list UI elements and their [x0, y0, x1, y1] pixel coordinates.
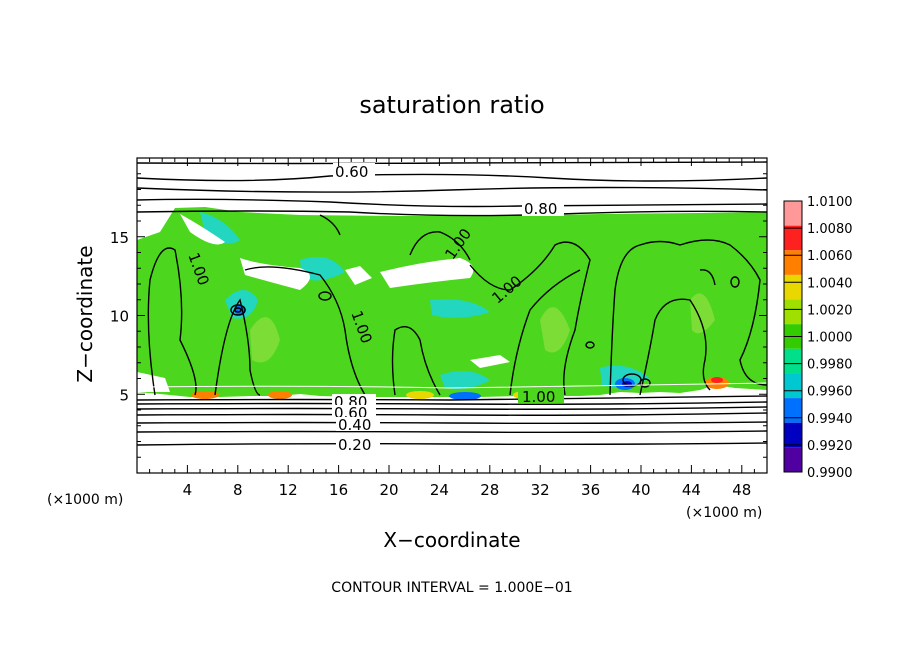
dry-gap	[240, 258, 310, 290]
contour-line	[244, 266, 366, 396]
contour-line	[230, 304, 246, 316]
contour-line	[137, 210, 767, 217]
x-axis-label: X−coordinate	[383, 528, 520, 552]
contour-label: 0.20	[338, 436, 371, 454]
x-tick-label: 44	[682, 481, 701, 499]
contour-label: 0.40	[338, 416, 371, 434]
y-axis: 5 10 15	[110, 173, 767, 458]
colorbar-swatch	[784, 373, 802, 399]
contour-line	[137, 186, 767, 193]
y-tick-label: 5	[119, 386, 129, 404]
contour-line	[730, 276, 740, 288]
cold-spot	[449, 392, 481, 400]
colorbar-swatch	[784, 398, 802, 423]
cyan-patch	[440, 371, 490, 389]
contour-line	[137, 395, 767, 401]
contour-line	[609, 239, 767, 396]
light-streak	[690, 293, 715, 334]
contour-line	[137, 421, 767, 425]
x-unit-left: (×1000 m)	[47, 492, 123, 508]
cyan-patch	[300, 256, 345, 281]
contour-line	[137, 406, 767, 410]
contour-line	[137, 442, 767, 446]
light-streak	[540, 307, 570, 353]
contour-line	[409, 231, 471, 261]
cyan-patch	[430, 299, 490, 318]
dry-gap	[180, 214, 225, 245]
light-streak	[250, 317, 280, 363]
contour-line	[137, 198, 767, 208]
colorbar-swatch	[784, 447, 802, 472]
x-axis: 4 8 12 16 20 24 28 32 36 40 44 48	[149, 158, 755, 499]
y-tick-label: 15	[110, 229, 129, 247]
contour-line	[234, 307, 242, 313]
colorbar-label: 0.9900	[807, 466, 853, 481]
colorbar-swatch	[784, 299, 802, 325]
chart-title: saturation ratio	[359, 91, 544, 119]
contour-line	[147, 247, 197, 396]
colorbar-label: 1.0020	[807, 303, 853, 318]
contour-line	[137, 401, 767, 405]
hot-spot	[191, 391, 219, 399]
colorbar-label: 0.9980	[807, 358, 853, 373]
contour-line	[699, 269, 716, 286]
x-tick-label: 4	[183, 481, 193, 499]
contour-label: 0.60	[335, 163, 368, 181]
colorbar-label: 0.9940	[807, 412, 853, 427]
contour-line	[639, 378, 651, 388]
hot-spot	[406, 391, 434, 399]
hot-spot	[268, 391, 292, 399]
contour-line	[469, 241, 591, 396]
y-tick-label: 10	[110, 308, 129, 326]
plot-area	[137, 161, 767, 446]
x-tick-label: 24	[430, 481, 449, 499]
colorbar-swatch	[784, 348, 802, 374]
hot-spot	[711, 377, 723, 383]
x-tick-label: 32	[531, 481, 550, 499]
contour-line	[137, 173, 767, 182]
y-axis-label: Z−coordinate	[73, 245, 97, 382]
x-tick-label: 12	[279, 481, 298, 499]
colorbar-label: 1.0100	[807, 195, 853, 210]
contour-line	[214, 298, 261, 396]
contour-label: 1.00	[522, 388, 555, 406]
contour-line	[318, 291, 332, 301]
x-tick-label: 48	[732, 481, 751, 499]
contour-line	[509, 269, 581, 396]
colorbar-label: 0.9960	[807, 385, 853, 400]
x-tick-label: 8	[233, 481, 243, 499]
colorbar-swatch	[784, 201, 802, 226]
edge-trace	[137, 382, 767, 389]
colorbar-swatch	[784, 274, 802, 300]
colorbar-label: 1.0000	[807, 331, 853, 346]
contour-line	[639, 298, 711, 396]
colorbar-label: 1.0060	[807, 249, 853, 264]
x-tick-label: 36	[581, 481, 600, 499]
contour-line	[319, 214, 341, 236]
colorbar-swatch	[784, 422, 802, 448]
contour-line	[137, 412, 767, 416]
contour-label: 0.80	[524, 200, 557, 218]
contour-interval-note: CONTOUR INTERVAL = 1.000E−01	[331, 580, 572, 596]
colorbar-label: 1.0080	[807, 222, 853, 237]
contour-line	[391, 326, 441, 396]
colorbar: 1.0100 1.0080 1.0060 1.0040 1.0020 1.0000 0.99…	[783, 195, 853, 481]
x-tick-label: 16	[329, 481, 348, 499]
dry-gap	[380, 258, 474, 288]
colorbar-swatch	[784, 250, 802, 275]
colorbar-label: 0.9920	[807, 439, 853, 454]
x-tick-label: 40	[631, 481, 650, 499]
x-tick-label: 20	[379, 481, 398, 499]
dry-gap	[470, 355, 510, 368]
colorbar-label: 1.0040	[807, 276, 853, 291]
x-tick-label: 28	[480, 481, 499, 499]
contour-line	[137, 430, 767, 434]
dry-gap	[345, 266, 372, 285]
colorbar-swatch	[784, 225, 802, 251]
contour-line	[137, 161, 767, 165]
x-unit-right: (×1000 m)	[686, 505, 762, 521]
contour-line	[585, 341, 595, 349]
